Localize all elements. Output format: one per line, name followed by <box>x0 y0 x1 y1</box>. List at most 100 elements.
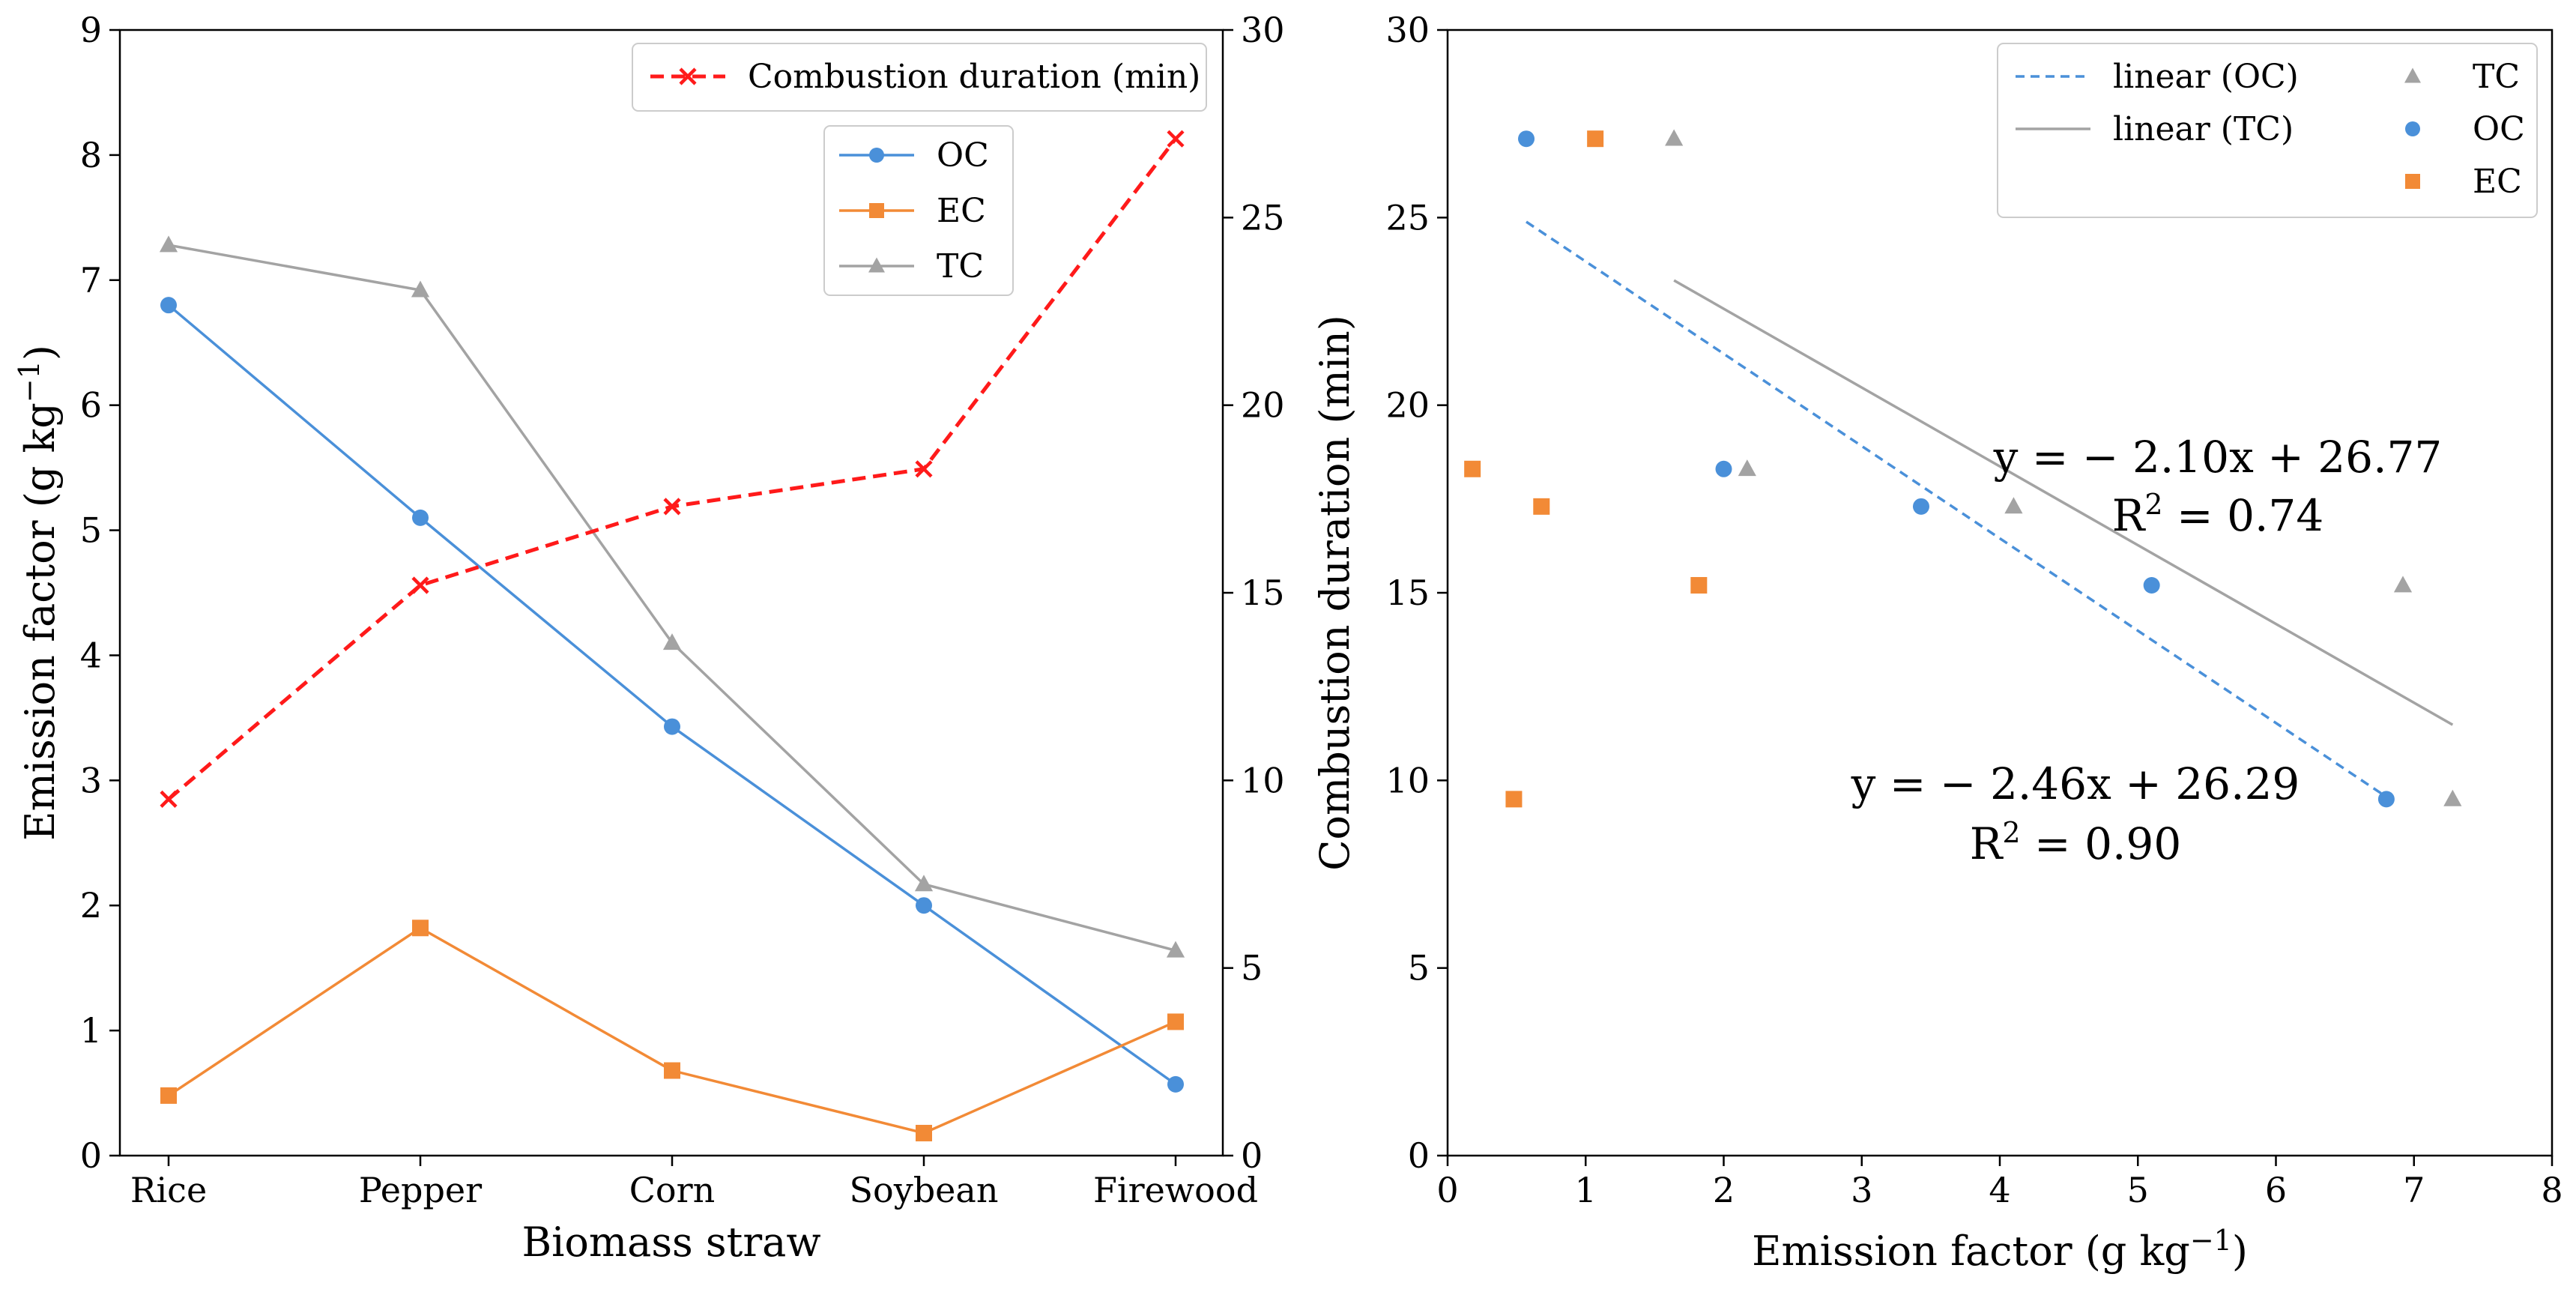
left-plot-frame <box>118 28 1224 1157</box>
left-y-axis: 0 1 2 3 4 5 6 7 8 9 <box>80 10 120 1176</box>
left-chart: 0 1 2 3 4 5 6 7 8 9 0 5 10 15 20 25 30 Rice Pepper Corn So… <box>13 10 1285 1266</box>
right-x-axis: 0 1 2 3 4 5 6 7 8 <box>1436 1156 2563 1210</box>
legend-label-ec: EC <box>2473 163 2522 201</box>
series-line-combustion <box>167 137 1177 801</box>
legend-label-ec: EC <box>937 192 986 230</box>
legend-marker-oc <box>2405 121 2420 136</box>
right-x-axis-label: Emission factor (g kg−1) <box>1752 1224 2248 1275</box>
right-y-axis-label: Combustion duration (min) <box>1311 315 1358 871</box>
left-y2-tick-label: 10 <box>1241 760 1285 800</box>
data-point-tc <box>1166 941 1185 958</box>
data-point-ec <box>916 1124 932 1141</box>
right-y-tick-label: 10 <box>1385 760 1430 800</box>
right-x-tick-label: 8 <box>2541 1170 2563 1210</box>
data-point-combustion <box>411 576 429 594</box>
right-y-tick-label: 30 <box>1385 10 1430 50</box>
data-point-oc <box>1167 1075 1184 1093</box>
legend-marker-ec <box>2405 174 2420 189</box>
legend-marker-tc <box>868 257 885 273</box>
annotation-oc-r2: R2 = 0.90 <box>1970 816 2181 869</box>
left-y2-axis: 0 5 10 15 20 25 30 <box>1223 10 1285 1176</box>
left-x-tick-label: Pepper <box>359 1170 482 1210</box>
right-x-tick-label: 1 <box>1575 1170 1597 1210</box>
left-y-tick-label: 5 <box>80 510 102 551</box>
legend-carbon: OC EC TC <box>823 125 1014 296</box>
scatter-point-ec <box>1690 576 1708 594</box>
data-point-tc <box>914 875 934 892</box>
legend-carbon-items: OC EC TC <box>839 136 989 286</box>
right-scatter-points <box>1464 129 2462 808</box>
right-x-tick-label: 4 <box>1989 1170 2010 1210</box>
left-y-tick-label: 7 <box>80 260 102 301</box>
legend-duration-label: Combustion duration (min) <box>748 58 1200 96</box>
data-point-ec <box>160 1087 177 1104</box>
series-line-oc <box>167 304 1177 1086</box>
right-x-tick-label: 7 <box>2403 1170 2425 1210</box>
annotation-tc-r2: R2 = 0.74 <box>2112 488 2323 541</box>
data-point-ec <box>664 1062 680 1079</box>
right-x-tick-label: 6 <box>2265 1170 2287 1210</box>
data-point-combustion <box>160 790 178 808</box>
fit-line-tc <box>1673 279 2454 726</box>
legend-marker-ec <box>869 203 884 218</box>
right-x-tick-label: 2 <box>1713 1170 1735 1210</box>
legend-label-tc: TC <box>2473 58 2520 96</box>
scatter-point-ec <box>1587 130 1604 148</box>
legend-duration-box <box>632 43 1207 112</box>
annotation-oc-equation: y = − 2.46x + 26.29 <box>1851 758 2300 809</box>
data-point-oc <box>412 509 429 526</box>
series-line-tc <box>168 244 1176 952</box>
left-y2-tick-label: 30 <box>1241 10 1285 50</box>
scatter-point-oc <box>1518 130 1535 148</box>
left-y-tick-label: 8 <box>80 135 102 175</box>
right-y-tick-label: 15 <box>1385 573 1430 613</box>
legend-scatter-items: linear (OC) linear (TC) TC OC EC <box>2016 58 2525 201</box>
data-point-tc <box>159 235 178 253</box>
left-y-tick-label: 6 <box>80 385 102 426</box>
right-y-tick-label: 5 <box>1408 948 1430 988</box>
legend-label-oc: OC <box>2473 110 2525 148</box>
data-point-combustion <box>915 460 933 478</box>
right-x-tick-label: 3 <box>1851 1170 1872 1210</box>
left-y-tick-label: 4 <box>80 635 102 675</box>
legend-duration-marker <box>679 67 697 85</box>
data-point-oc <box>664 718 680 735</box>
left-x-tick-label: Soybean <box>850 1170 999 1210</box>
left-y-tick-label: 2 <box>80 885 102 926</box>
left-y2-tick-label: 15 <box>1241 573 1285 613</box>
data-point-combustion <box>663 498 681 516</box>
scatter-point-oc <box>1912 498 1929 515</box>
right-y-tick-label: 20 <box>1385 385 1430 426</box>
right-chart: 0 5 10 15 20 25 30 0 1 2 3 4 5 6 7 8 Emission factor (… <box>1311 10 2563 1275</box>
scatter-point-tc <box>2004 497 2023 514</box>
right-x-tick-label: 0 <box>1436 1170 1458 1210</box>
scatter-point-tc <box>1738 459 1756 477</box>
scatter-point-tc <box>2443 789 2462 806</box>
legend-marker-oc <box>869 148 884 163</box>
left-y-axis-label: Emission factor (g kg−1) <box>13 345 64 841</box>
data-point-ec <box>412 920 429 937</box>
left-x-axis: Rice Pepper Corn Soybean Firewood <box>130 1156 1258 1210</box>
annotation-oc-fit: y = − 2.46x + 26.29 R2 = 0.90 <box>1851 758 2300 869</box>
data-point-oc <box>160 297 177 314</box>
data-point-oc <box>916 897 932 914</box>
legend-label-tc: TC <box>937 247 984 286</box>
annotation-tc-fit: y = − 2.10x + 26.77 R2 = 0.74 <box>1993 432 2443 541</box>
scatter-point-ec <box>1464 460 1481 477</box>
right-y-axis: 0 5 10 15 20 25 30 <box>1385 10 1448 1176</box>
right-y-tick-label: 25 <box>1385 197 1430 238</box>
data-point-ec <box>1167 1013 1184 1030</box>
scatter-point-ec <box>1533 498 1550 515</box>
legend-duration: Combustion duration (min) <box>632 43 1207 112</box>
scatter-point-tc <box>1665 129 1684 146</box>
right-y-tick-label: 0 <box>1408 1135 1430 1176</box>
left-y2-tick-label: 5 <box>1241 948 1263 988</box>
left-y-tick-label: 1 <box>80 1010 102 1051</box>
data-point-combustion <box>1167 130 1185 148</box>
data-point-tc <box>411 280 430 298</box>
scatter-point-oc <box>1715 460 1732 477</box>
left-y-tick-label: 0 <box>80 1135 102 1176</box>
left-y2-tick-label: 20 <box>1241 385 1285 426</box>
series-line-ec <box>168 926 1176 1135</box>
